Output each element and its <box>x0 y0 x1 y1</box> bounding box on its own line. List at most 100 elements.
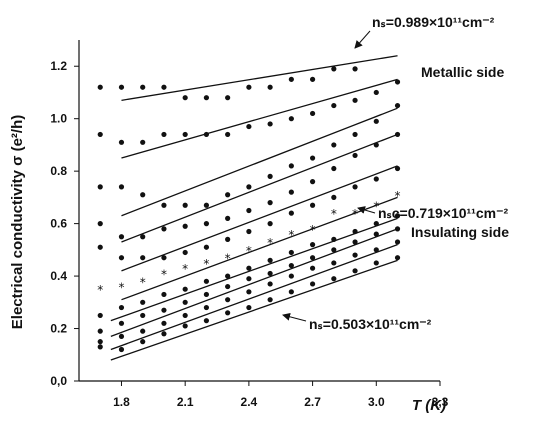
data-point <box>288 163 294 169</box>
data-point <box>118 184 125 190</box>
data-point <box>161 131 167 138</box>
fit-line-1 <box>121 78 398 159</box>
fit-line-7 <box>110 228 398 338</box>
y-tick-label: 0,0 <box>50 374 67 388</box>
data-point <box>140 328 146 334</box>
data-point <box>267 281 273 287</box>
data-point <box>246 304 252 311</box>
data-point <box>267 257 273 263</box>
data-point <box>352 152 358 159</box>
data-point-star: * <box>182 262 188 276</box>
data-point-star: * <box>161 267 167 281</box>
fit-line-5 <box>121 196 398 301</box>
data-point <box>118 320 125 326</box>
data-point <box>267 84 273 90</box>
data-point <box>140 299 146 305</box>
data-point <box>225 192 231 198</box>
data-point <box>331 260 337 266</box>
x-tick-label: 1.8 <box>113 395 130 409</box>
x-tick-label: 2.1 <box>177 395 194 409</box>
data-point <box>267 200 273 206</box>
data-point <box>97 184 103 190</box>
data-point <box>352 131 358 138</box>
data-point <box>182 323 188 329</box>
data-point <box>331 66 337 72</box>
x-tick-label: 3,3 <box>432 395 449 409</box>
data-point <box>394 239 401 245</box>
data-point <box>203 131 210 138</box>
data-point <box>161 307 167 313</box>
data-point <box>267 173 273 179</box>
data-point <box>373 231 379 237</box>
data-point-star: * <box>203 257 209 271</box>
data-point <box>288 289 294 295</box>
data-point <box>140 234 146 240</box>
data-point <box>140 192 146 198</box>
data-point <box>331 102 337 109</box>
data-point-star: * <box>267 236 273 250</box>
data-point <box>373 118 379 124</box>
data-point <box>331 194 337 200</box>
data-point <box>118 304 125 311</box>
y-tick-label: 1.0 <box>50 112 67 126</box>
data-point <box>352 97 358 103</box>
data-point <box>182 131 188 138</box>
data-point <box>203 304 210 311</box>
data-point <box>182 286 188 292</box>
data-point <box>373 142 379 148</box>
data-point <box>309 110 316 117</box>
data-point <box>246 184 252 190</box>
y-axis-label: Electrical conductivity σ (e²/h) <box>9 115 26 329</box>
data-point <box>97 312 103 319</box>
data-point <box>246 84 252 90</box>
data-point <box>97 84 103 90</box>
fit-line-6 <box>110 217 398 322</box>
annotation-critical-density: nₛc=0.719×10¹¹cm⁻² <box>378 205 508 221</box>
fit-lines <box>110 55 398 361</box>
data-points: * * * * * * * * * * * * * * * <box>97 66 401 353</box>
data-point <box>97 339 103 345</box>
data-point-star: * <box>331 207 337 221</box>
fit-line-0 <box>121 55 398 101</box>
fit-line-4 <box>121 165 398 272</box>
data-point <box>352 252 358 258</box>
data-point-star: * <box>246 244 252 258</box>
data-point <box>309 281 316 287</box>
data-point <box>309 179 316 185</box>
data-point <box>182 223 188 229</box>
data-point <box>373 260 379 266</box>
data-point <box>331 247 337 253</box>
data-point <box>161 84 167 90</box>
data-point <box>309 155 316 161</box>
data-point <box>97 131 103 138</box>
data-point <box>161 320 167 326</box>
data-point <box>225 273 231 279</box>
annotation-metallic: Metallic side <box>421 64 504 80</box>
data-point <box>140 339 146 345</box>
data-point <box>352 184 358 190</box>
data-point <box>161 202 167 208</box>
data-point <box>118 234 125 240</box>
y-tick-label: 1.2 <box>50 59 67 73</box>
data-point <box>246 123 252 130</box>
data-point <box>309 242 316 248</box>
data-point <box>309 265 316 271</box>
annotation-insulating: Insulating side <box>411 224 509 240</box>
data-point <box>203 202 210 208</box>
data-point <box>394 79 401 85</box>
data-point <box>225 215 231 221</box>
data-point <box>203 291 210 298</box>
axes <box>78 40 440 382</box>
data-point <box>373 221 379 227</box>
data-point <box>394 226 401 232</box>
data-point <box>309 255 316 261</box>
annotation-top-arrow <box>354 30 371 49</box>
data-point <box>182 312 188 319</box>
data-point-star: * <box>288 228 294 242</box>
data-point <box>97 221 103 227</box>
x-tick-label: 3.0 <box>368 395 385 409</box>
data-point-star: * <box>97 283 103 297</box>
data-point <box>373 247 379 253</box>
annotation-top-density: nₛ=0.989×10¹¹cm⁻² <box>372 14 495 30</box>
